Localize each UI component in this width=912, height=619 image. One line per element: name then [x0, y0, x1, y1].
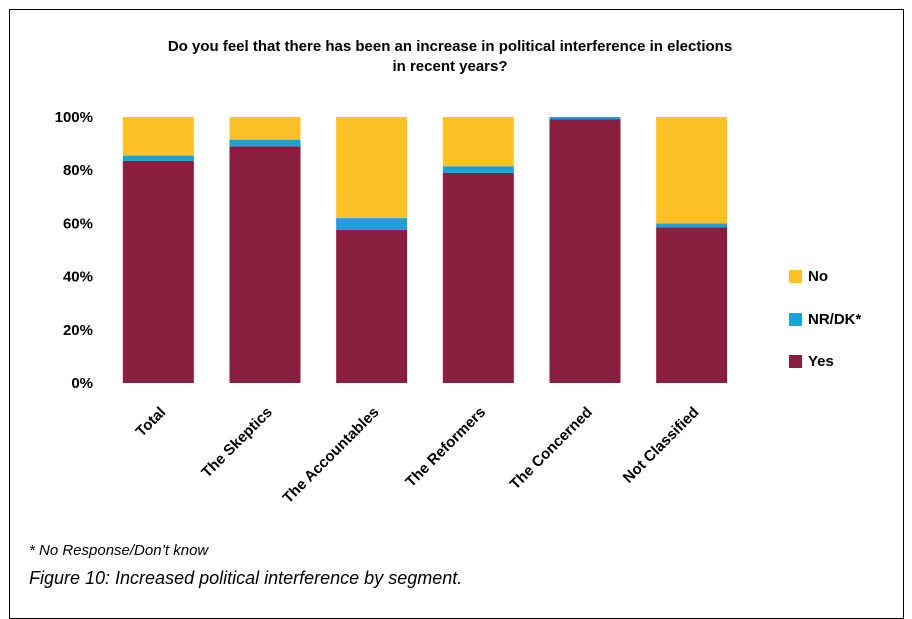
bar-segment-no-the-accountables [336, 117, 408, 219]
bar-segment-yes-the-accountables [336, 230, 408, 383]
x-tick-labels: Total The Skeptics The Accountables The Ref… [133, 404, 703, 507]
legend-label-nrdk: NR/DK* [808, 310, 862, 328]
x-tick-label-not-classified: Not Classified [620, 404, 703, 487]
y-tick-label-20: 20% [63, 322, 93, 339]
bar-segment-nr-dk-the-skeptics [229, 139, 301, 147]
legend-swatch-yes [789, 354, 802, 368]
bar-segment-nr-dk-total [122, 155, 194, 161]
bar-segment-no-not-classified [656, 117, 728, 224]
bar-segment-nr-dk-the-accountables [336, 218, 408, 231]
x-tick-label-the-skeptics: The Skeptics [198, 404, 275, 481]
legend-label-no: No [808, 267, 828, 285]
bar-segment-yes-the-skeptics [229, 146, 301, 383]
footnote: * No Response/Don’t know [29, 542, 209, 559]
legend-label-yes: Yes [808, 352, 834, 370]
y-tick-label-0: 0% [71, 375, 93, 392]
bar-segment-yes-the-concerned [549, 119, 621, 384]
y-tick-label-60: 60% [63, 215, 93, 232]
bar-segment-no-total [122, 117, 194, 156]
bar-segment-yes-total [122, 160, 194, 383]
legend-item-nrdk: NR/DK* [789, 310, 861, 328]
chart-title-line-2: in recent years? [392, 58, 508, 75]
legend-swatch-nrdk [789, 312, 802, 326]
bars-layer [122, 117, 728, 384]
y-tick-labels: 0% 20% 40% 60% 80% 100% [55, 109, 93, 392]
y-tick-label-80: 80% [63, 162, 93, 179]
chart-title-line-1: Do you feel that there has been an incre… [167, 38, 733, 55]
y-tick-label-40: 40% [63, 269, 93, 286]
figure-caption: Figure 10: Increased political interfere… [29, 568, 463, 588]
bar-segment-yes-the-reformers [442, 172, 514, 383]
x-tick-label-total: Total [133, 404, 170, 441]
x-tick-label-the-concerned: The Concerned [507, 404, 596, 493]
legend-item-yes: Yes [789, 352, 834, 370]
legend-item-no: No [789, 267, 828, 285]
bar-segment-nr-dk-not-classified [656, 223, 728, 228]
bar-segment-nr-dk-the-reformers [442, 166, 514, 173]
x-tick-label-the-reformers: The Reformers [402, 404, 489, 491]
bar-segment-no-the-skeptics [229, 117, 301, 140]
bar-segment-nr-dk-the-concerned [549, 117, 621, 120]
x-tick-label-the-accountables: The Accountables [280, 404, 383, 507]
bar-segment-yes-not-classified [656, 227, 728, 383]
y-tick-label-100: 100% [55, 109, 93, 126]
bar-segment-no-the-reformers [442, 117, 514, 167]
legend-swatch-no [789, 269, 802, 283]
